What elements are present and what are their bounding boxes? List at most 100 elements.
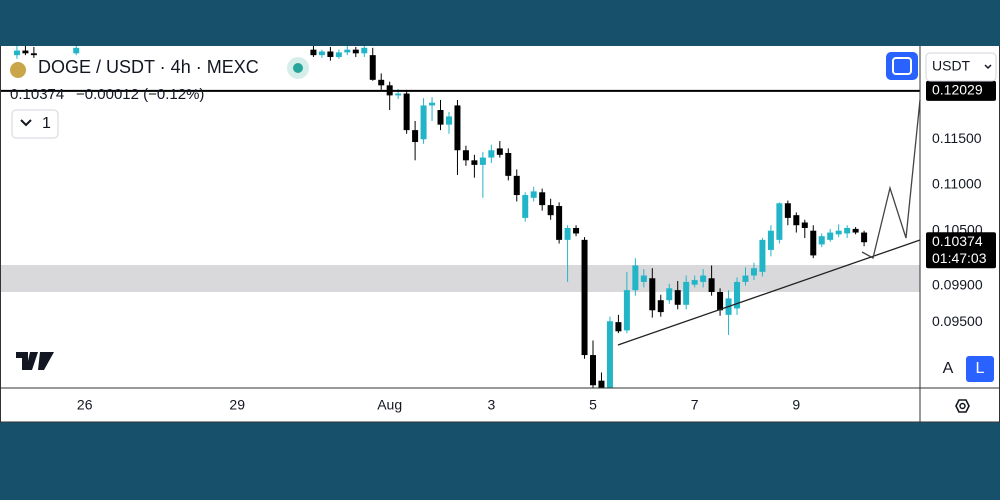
settings-icon[interactable] bbox=[955, 399, 970, 413]
candle-body bbox=[750, 268, 757, 276]
candle-body bbox=[861, 232, 868, 243]
candle-body bbox=[310, 49, 317, 56]
candle-body bbox=[522, 195, 529, 218]
candle-body bbox=[369, 55, 376, 80]
candle-body bbox=[759, 239, 766, 272]
candle-body bbox=[606, 321, 613, 388]
x-tick-label: 7 bbox=[691, 397, 699, 413]
auto-button[interactable] bbox=[936, 356, 960, 382]
candle-body bbox=[590, 355, 597, 386]
candle-body bbox=[344, 49, 351, 53]
candle-body bbox=[513, 175, 520, 196]
candle-body bbox=[479, 157, 486, 165]
projection bbox=[861, 99, 921, 259]
candle-body bbox=[852, 228, 859, 233]
candle-body bbox=[454, 105, 461, 151]
candle-body bbox=[73, 47, 80, 54]
price-label: 0.12029 bbox=[932, 82, 983, 98]
panel bbox=[0, 46, 1000, 422]
candle-body bbox=[657, 300, 664, 313]
chevron bbox=[20, 119, 32, 127]
candle-body bbox=[581, 239, 588, 356]
log-label: L bbox=[976, 360, 985, 377]
candle-body bbox=[496, 148, 503, 155]
candle-body bbox=[598, 380, 605, 388]
tv-logo bbox=[16, 352, 54, 370]
candle-body bbox=[445, 116, 452, 125]
candle-body bbox=[361, 47, 368, 54]
candle-body bbox=[683, 281, 690, 305]
overlay: DOGE / USDT · 4h · MEXC 0.10374 −0.00012… bbox=[10, 52, 997, 413]
x-tick-label: 29 bbox=[229, 397, 245, 413]
collapse-button[interactable] bbox=[11, 109, 59, 139]
x-tick-label: 3 bbox=[487, 397, 495, 413]
chevron bbox=[984, 64, 992, 70]
price-label-box bbox=[926, 80, 996, 101]
y-tick-label: 0.11500 bbox=[932, 130, 982, 146]
candle-body bbox=[22, 50, 29, 54]
y-tick-label: 0.09900 bbox=[932, 276, 983, 292]
candle-body bbox=[378, 79, 385, 86]
interval-count: 1 bbox=[42, 115, 51, 132]
candle-body bbox=[327, 51, 334, 57]
candle-body bbox=[352, 49, 359, 54]
x-tick-label: 9 bbox=[792, 397, 800, 413]
x-tick-label: Aug bbox=[377, 397, 402, 413]
fullscreen-icon bbox=[892, 57, 912, 75]
currency-select[interactable] bbox=[925, 52, 997, 82]
status-dot bbox=[293, 63, 303, 73]
candle-body bbox=[429, 102, 436, 106]
candle-body bbox=[623, 290, 630, 331]
candle-body bbox=[615, 322, 622, 332]
candle-body bbox=[640, 275, 647, 282]
candle-body bbox=[573, 227, 580, 234]
candle-body bbox=[437, 110, 444, 125]
candle-body bbox=[734, 281, 741, 309]
candle-body bbox=[767, 230, 774, 250]
auto-label: A bbox=[943, 360, 954, 377]
zone bbox=[0, 265, 920, 292]
countdown: 01:47:03 bbox=[932, 250, 987, 266]
price-label: 0.10374 bbox=[932, 233, 983, 249]
candle-body bbox=[810, 230, 817, 256]
candles bbox=[0, 46, 920, 388]
candle-body bbox=[420, 105, 427, 140]
candle-body bbox=[403, 93, 410, 131]
candle-body bbox=[818, 236, 825, 245]
y-tick-label: 0.11000 bbox=[932, 176, 982, 192]
candle-body bbox=[632, 265, 639, 291]
candle-body bbox=[827, 232, 834, 240]
fullscreen-button[interactable] bbox=[886, 52, 918, 80]
candle-body bbox=[412, 130, 419, 143]
candle-body bbox=[505, 152, 512, 176]
candle-body bbox=[674, 290, 681, 305]
y-tick-label: 0.09500 bbox=[932, 313, 983, 329]
candle-body bbox=[471, 160, 478, 165]
x-tick-label: 26 bbox=[77, 397, 93, 413]
candle-body bbox=[784, 203, 791, 218]
candle-body bbox=[708, 278, 715, 292]
x-tick-label: 5 bbox=[589, 397, 597, 413]
settings-icon bbox=[959, 402, 966, 410]
price-label-box bbox=[926, 232, 996, 269]
candle-body bbox=[666, 288, 673, 301]
candle-body bbox=[462, 150, 469, 161]
candle-body bbox=[801, 222, 808, 228]
candle-body bbox=[649, 278, 656, 311]
candle-body bbox=[844, 227, 851, 234]
candle-body bbox=[793, 215, 800, 226]
trend-line bbox=[617, 239, 921, 346]
candle-body bbox=[318, 51, 325, 56]
candle-body bbox=[717, 291, 724, 311]
chart-title: DOGE / USDT · 4h · MEXC bbox=[38, 57, 259, 77]
candle-body bbox=[564, 227, 571, 240]
log-button[interactable] bbox=[966, 356, 994, 382]
last-price: 0.10374 bbox=[10, 86, 64, 103]
candle-body bbox=[335, 52, 342, 57]
candle-body bbox=[556, 206, 563, 240]
candle-body bbox=[776, 203, 783, 240]
candle-body bbox=[13, 50, 20, 56]
price-change: −0.00012 (−0.12%) bbox=[76, 86, 204, 103]
currency: USDT bbox=[932, 58, 971, 74]
